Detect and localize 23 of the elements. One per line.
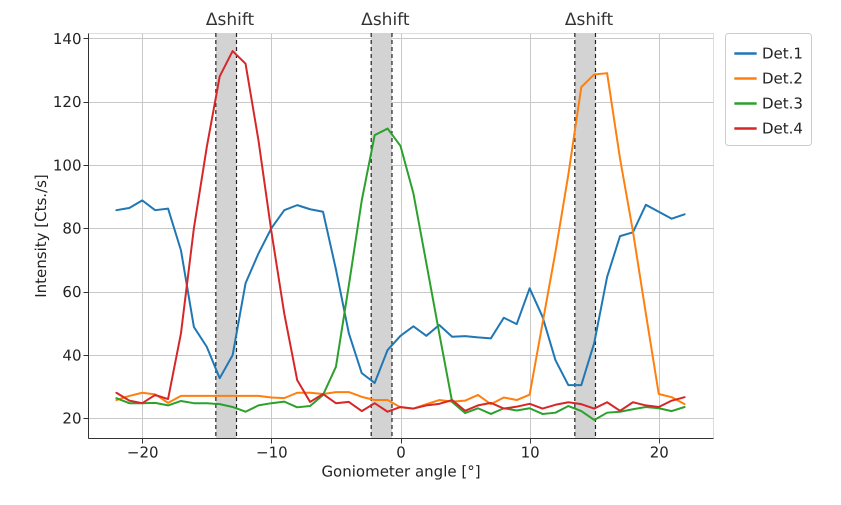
x-tick-label: 10 — [520, 444, 540, 462]
y-tick-label: 40 — [62, 346, 82, 364]
y-tick-label: 120 — [52, 93, 82, 112]
y-tick-label: 20 — [62, 410, 82, 428]
y-tick-label: 60 — [62, 283, 82, 302]
legend-label: Det.1 — [762, 44, 803, 62]
y-axis-title: Intensity [Cts./s] — [32, 174, 50, 298]
y-tick-label: 140 — [52, 30, 82, 48]
band-label: Δshift — [206, 10, 255, 30]
band-label: Δshift — [361, 10, 410, 30]
x-tick-label: −20 — [126, 444, 159, 462]
y-tick-label: 80 — [62, 220, 82, 238]
legend-label: Det.3 — [762, 94, 803, 112]
y-tick-label: 100 — [52, 156, 82, 174]
legend-label: Det.2 — [762, 70, 803, 88]
legend-label: Det.4 — [762, 120, 803, 138]
x-axis-title: Goniometer angle [°] — [321, 462, 481, 480]
x-tick-label: 0 — [396, 444, 406, 462]
x-tick-label: −10 — [256, 444, 288, 462]
line-series — [115, 128, 686, 421]
band-label: Δshift — [564, 10, 614, 30]
line-series — [115, 199, 686, 386]
x-tick-label: 20 — [650, 444, 669, 462]
